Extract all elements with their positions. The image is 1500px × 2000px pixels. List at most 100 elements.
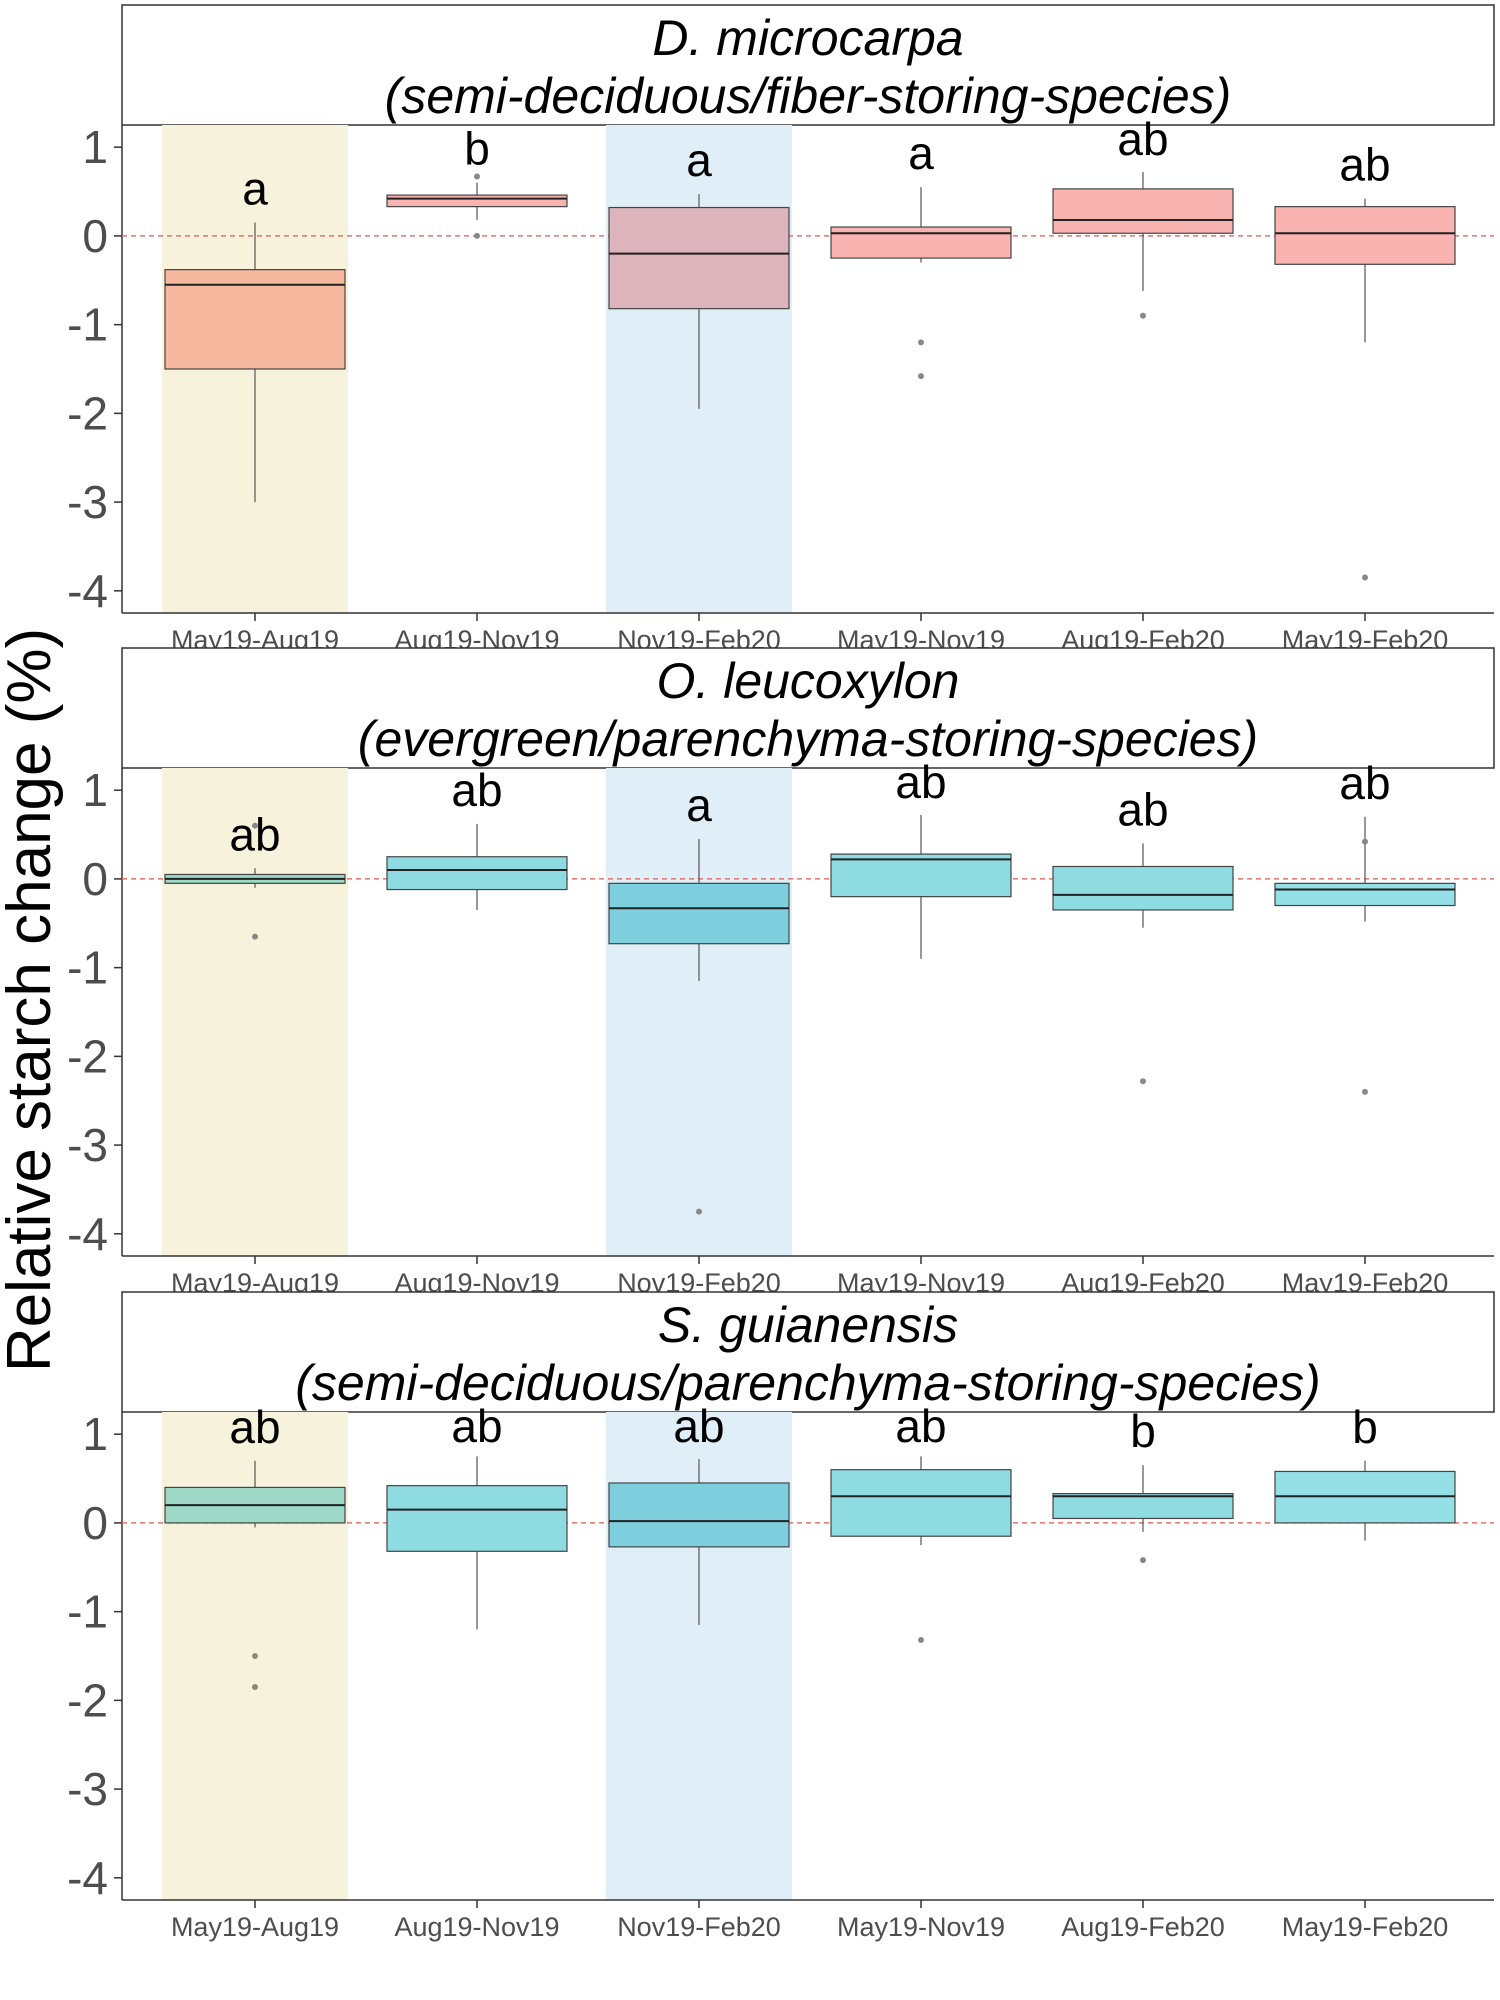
x-tick-label: May19-Nov19 <box>837 1912 1005 1942</box>
significance-letter: ab <box>1339 757 1390 809</box>
y-tick-label: -1 <box>67 942 108 994</box>
significance-letter: b <box>1130 1405 1156 1457</box>
x-tick-label: May19-Aug19 <box>171 1912 339 1942</box>
box-May19-Aug19: ab <box>164 808 346 940</box>
y-tick-label: -3 <box>67 476 108 528</box>
y-tick-label: -2 <box>67 387 108 439</box>
box-iqr <box>164 269 346 370</box>
y-tick-label: 0 <box>82 1497 108 1549</box>
outlier-point <box>918 339 924 346</box>
box-Nov19-Feb20: ab <box>608 1400 790 1625</box>
y-tick-label: 0 <box>82 210 108 262</box>
outlier-point <box>1362 838 1368 845</box>
significance-letter: a <box>242 163 268 215</box>
box-iqr <box>1274 206 1456 265</box>
y-tick-label: 0 <box>82 853 108 905</box>
outlier-point <box>252 822 258 829</box>
significance-letter: ab <box>895 756 946 808</box>
panel-strip <box>121 4 1495 126</box>
significance-letter: b <box>464 123 490 175</box>
outlier-point <box>918 373 924 380</box>
significance-letter: a <box>908 127 934 179</box>
panel-title-species: S. guianensis <box>658 1297 958 1353</box>
box-iqr <box>608 206 790 310</box>
panel-title-group: (semi-deciduous/parenchyma-storing-speci… <box>295 1355 1320 1411</box>
outlier-point <box>918 1637 924 1644</box>
box-iqr <box>386 856 568 891</box>
x-tick-label: Aug19-Nov19 <box>394 1912 559 1942</box>
box-Aug19-Nov19: ab <box>386 764 568 910</box>
outlier-point <box>1140 1557 1146 1564</box>
significance-letter: ab <box>451 764 502 816</box>
y-tick-label: -2 <box>67 1030 108 1082</box>
box-Aug19-Feb20: ab <box>1052 113 1234 319</box>
box-iqr <box>608 1482 790 1548</box>
y-tick-label: -3 <box>67 1763 108 1815</box>
box-May19-Aug19: a <box>164 163 346 503</box>
significance-letter: a <box>686 779 712 831</box>
panel-strip <box>121 647 1495 769</box>
outlier-point <box>696 1208 702 1215</box>
box-May19-Feb20: b <box>1274 1401 1456 1541</box>
y-tick-label: -4 <box>67 565 108 617</box>
y-tick-label: -3 <box>67 1119 108 1171</box>
box-May19-Nov19: ab <box>830 1400 1012 1644</box>
outlier-point <box>1362 574 1368 581</box>
panel-title-species: O. leucoxylon <box>657 653 960 709</box>
y-tick-label: -4 <box>67 1208 108 1260</box>
box-Aug19-Nov19: b <box>386 123 568 239</box>
box-iqr <box>386 194 568 208</box>
outlier-point <box>252 1653 258 1659</box>
box-Nov19-Feb20: a <box>608 779 790 1215</box>
box-iqr <box>608 882 790 945</box>
significance-letter: ab <box>895 1400 946 1452</box>
box-iqr <box>830 226 1012 259</box>
box-May19-Nov19: a <box>830 127 1012 380</box>
panel-strip <box>121 1291 1495 1413</box>
box-May19-Feb20: ab <box>1274 139 1456 581</box>
highlight-band <box>162 768 348 1256</box>
outlier-point <box>1140 312 1146 319</box>
significance-letter: ab <box>1339 139 1390 191</box>
outlier-point <box>1140 1078 1146 1085</box>
x-tick-label: Aug19-Feb20 <box>1061 1912 1225 1942</box>
outlier-point <box>1362 1088 1368 1095</box>
outlier-point <box>252 1684 258 1691</box>
outlier-point <box>252 933 258 940</box>
panel-title-group: (evergreen/parenchyma-storing-species) <box>358 711 1258 767</box>
outlier-point <box>474 232 480 239</box>
x-tick-label: Nov19-Feb20 <box>617 1912 781 1942</box>
box-Nov19-Feb20: a <box>608 134 790 409</box>
box-iqr <box>1052 188 1234 234</box>
box-iqr <box>386 1485 568 1552</box>
box-iqr <box>1274 882 1456 907</box>
outlier-point <box>474 173 480 180</box>
significance-letter: ab <box>229 808 280 860</box>
panel-2: O. leucoxylon(evergreen/parenchyma-stori… <box>67 647 1495 1298</box>
y-tick-label: -1 <box>67 299 108 351</box>
panel-title-species: D. microcarpa <box>652 10 963 66</box>
box-iqr <box>1052 865 1234 911</box>
y-axis-title: Relative starch change (%) <box>0 628 64 1372</box>
y-tick-label: 1 <box>82 1408 108 1460</box>
significance-letter: ab <box>673 1400 724 1452</box>
box-Aug19-Feb20: b <box>1052 1405 1234 1564</box>
y-tick-label: -1 <box>67 1586 108 1638</box>
box-May19-Nov19: ab <box>830 756 1012 959</box>
box-Aug19-Feb20: ab <box>1052 783 1234 1085</box>
x-tick-label: May19-Feb20 <box>1282 1912 1449 1942</box>
box-iqr <box>830 853 1012 898</box>
y-tick-label: -2 <box>67 1674 108 1726</box>
box-Aug19-Nov19: ab <box>386 1400 568 1630</box>
significance-letter: ab <box>1117 783 1168 835</box>
significance-letter: ab <box>229 1401 280 1453</box>
panel-1: D. microcarpa(semi-deciduous/fiber-stori… <box>67 4 1495 655</box>
box-iqr <box>1052 1493 1234 1520</box>
y-tick-label: 1 <box>82 764 108 816</box>
y-tick-label: -4 <box>67 1852 108 1904</box>
box-May19-Aug19: ab <box>164 1401 346 1691</box>
significance-letter: ab <box>1117 113 1168 165</box>
significance-letter: ab <box>451 1400 502 1452</box>
